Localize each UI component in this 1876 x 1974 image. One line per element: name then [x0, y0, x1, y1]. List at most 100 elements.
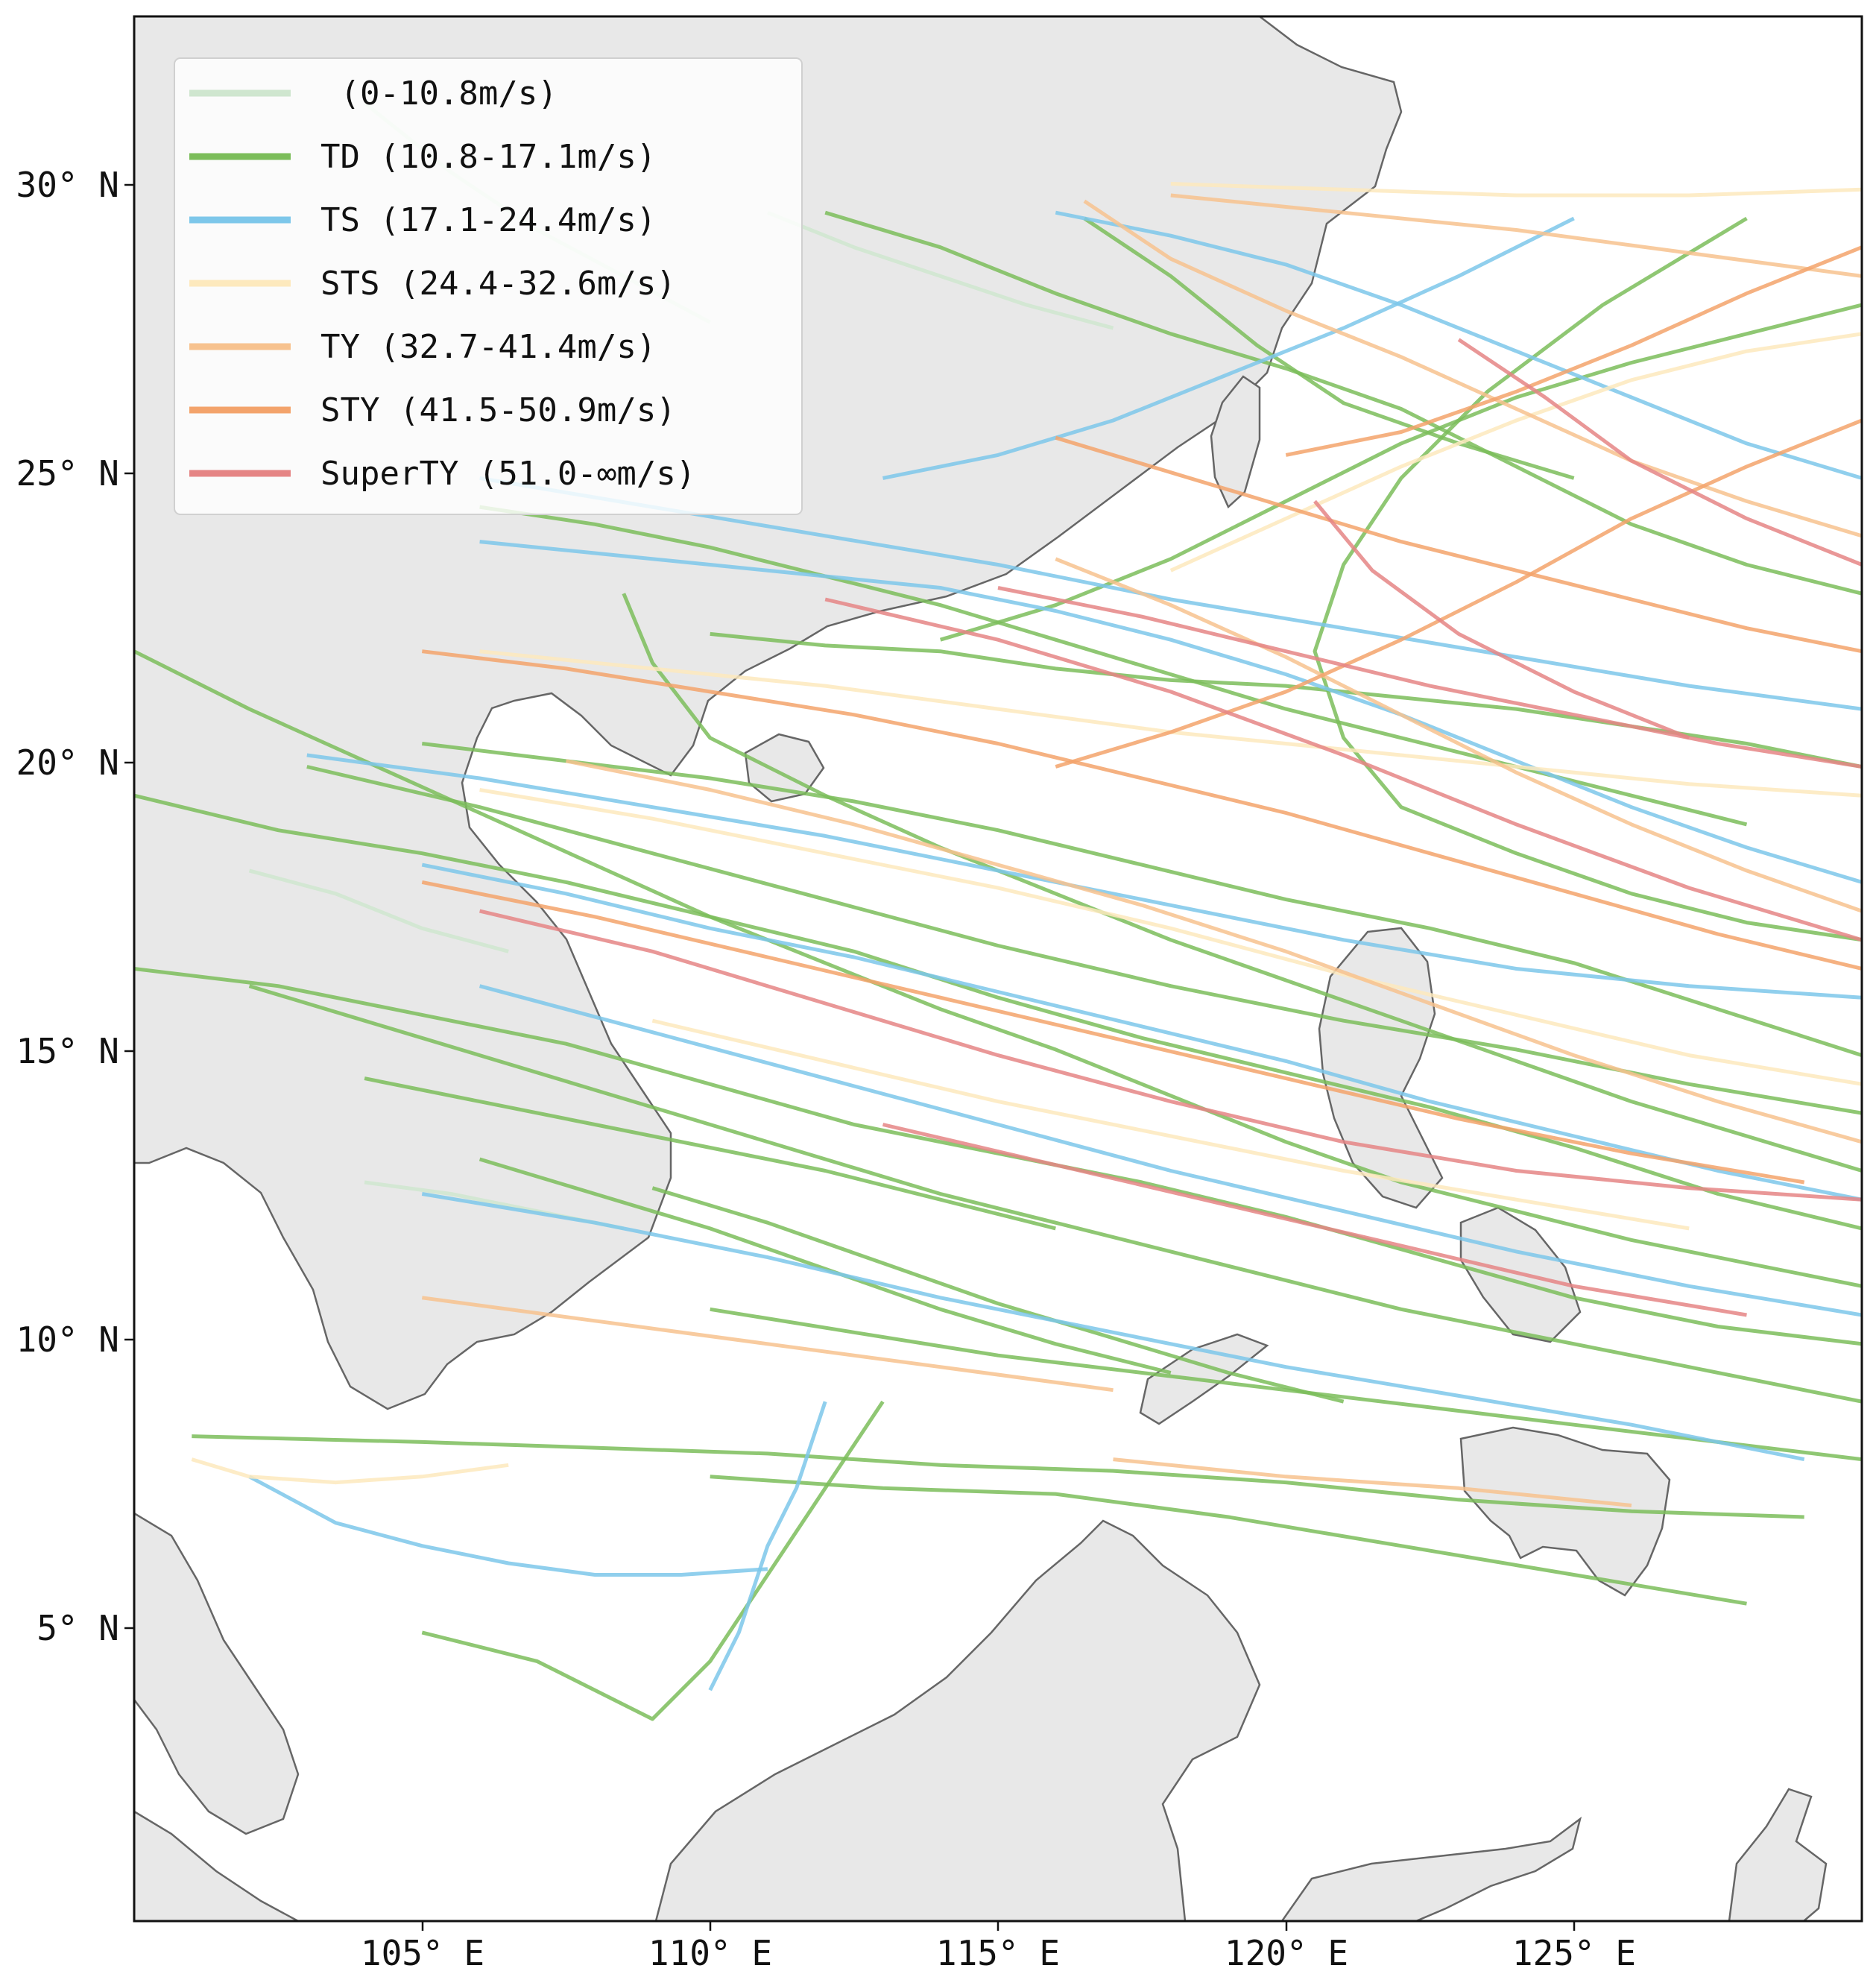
typhoon-track	[134, 793, 1862, 1231]
typhoon-track	[1055, 210, 1862, 480]
typhoon-track	[191, 1457, 509, 1485]
typhoon-track	[192, 1434, 1804, 1519]
typhoon-track	[479, 1157, 1172, 1375]
typhoon-track	[248, 984, 1862, 1404]
x-tick: 105° E	[361, 1921, 484, 1973]
typhoon-track	[939, 303, 1862, 642]
y-tick: 25° N	[16, 453, 134, 494]
typhoon-track	[421, 1192, 1805, 1462]
land-sulawesi	[1280, 1816, 1582, 1921]
x-tick-label: 115° E	[936, 1933, 1060, 1973]
typhoon-track	[421, 880, 1805, 1185]
y-tick: 10° N	[16, 1319, 134, 1360]
typhoon-track	[1285, 245, 1862, 457]
typhoon-track	[566, 759, 1862, 1144]
typhoon-track	[364, 1076, 1056, 1231]
typhoon-track	[882, 216, 1575, 480]
typhoon-track	[421, 1400, 885, 1721]
track-series-5	[421, 245, 1862, 1185]
legend-item: TD (10.8-17.1m/s)	[189, 138, 656, 176]
legend-label: SuperTY (51.0-∞m/s)	[320, 455, 695, 493]
y-tick: 5° N	[37, 1608, 134, 1648]
y-tick: 20° N	[16, 742, 134, 783]
typhoon-track	[422, 649, 1862, 971]
typhoon-track	[134, 649, 1862, 1288]
typhoon-track	[882, 1123, 1747, 1317]
legend-item: STY (41.5-50.9m/s)	[189, 391, 676, 429]
legend-item: SuperTY (51.0-∞m/s)	[189, 455, 695, 493]
typhoon-track	[248, 868, 509, 953]
land-taiwan	[1210, 375, 1261, 509]
typhoon-track	[421, 863, 1862, 1202]
typhoon-track	[997, 586, 1862, 769]
x-tick-label: 125° E	[1512, 1933, 1636, 1973]
typhoon-track	[1055, 435, 1862, 654]
typhoon-track	[622, 593, 1862, 1173]
typhoon-track	[479, 909, 1862, 1202]
typhoon-track	[710, 1475, 1747, 1606]
y-tick: 15° N	[16, 1031, 134, 1071]
typhoon-track	[710, 1307, 1862, 1462]
y-tick-label: 15° N	[16, 1031, 119, 1071]
y-tick-label: 25° N	[16, 453, 119, 494]
typhoon-track	[651, 1186, 1345, 1404]
y-tick-label: 10° N	[16, 1319, 119, 1360]
legend-box	[174, 57, 803, 515]
land-borneo	[654, 1519, 1261, 1921]
y-tick-label: 5° N	[37, 1608, 119, 1648]
x-tick-label: 110° E	[648, 1933, 772, 1973]
typhoon-track	[1170, 193, 1862, 278]
y-tick: 30° N	[16, 165, 134, 205]
legend-label: TD (10.8-17.1m/s)	[320, 138, 656, 176]
typhoon-track	[766, 210, 1114, 330]
typhoon-track	[1083, 199, 1862, 538]
land-malay-peninsula	[134, 1512, 300, 1835]
land-mindanao	[1459, 1426, 1671, 1597]
typhoon-track	[248, 1475, 768, 1577]
x-tick: 115° E	[936, 1921, 1060, 1973]
y-tick-label: 20° N	[16, 742, 119, 783]
x-tick: 120° E	[1225, 1921, 1348, 1973]
typhoon-track	[1055, 557, 1862, 913]
x-axis: 105° E 110° E 115° E 120° E 125° E	[361, 1921, 1636, 1973]
x-tick-label: 105° E	[361, 1933, 484, 1973]
land-halmahera	[1728, 1788, 1828, 1921]
track-series-6	[479, 338, 1862, 1317]
legend-label: TS (17.1-24.4m/s)	[320, 201, 656, 239]
typhoon-track	[1169, 332, 1862, 573]
legend-item: STS (24.4-32.6m/s)	[189, 265, 676, 303]
typhoon-track	[824, 597, 1862, 942]
y-axis: 30° N 25° N 20° N 15° N 10° N 5° N	[16, 165, 134, 1648]
typhoon-track	[479, 788, 1862, 1086]
typhoon-track	[421, 1296, 1114, 1393]
legend-item: TS (17.1-24.4m/s)	[189, 201, 656, 239]
x-tick: 110° E	[648, 1921, 772, 1973]
typhoon-track	[479, 984, 1862, 1317]
legend-label: TY (32.7-41.4m/s)	[320, 328, 656, 366]
typhoon-track	[1055, 418, 1862, 769]
land-sumatra	[134, 1810, 299, 1921]
typhoon-track	[479, 540, 1862, 884]
legend-item: (0-10.8m/s)	[189, 75, 558, 113]
typhoon-track	[1313, 216, 1862, 942]
legend-label: (0-10.8m/s)	[320, 75, 558, 113]
legend-label: STY (41.5-50.9m/s)	[320, 391, 676, 429]
typhoon-track	[1113, 1457, 1632, 1507]
y-tick-label: 30° N	[16, 165, 119, 205]
legend-label: STS (24.4-32.6m/s)	[320, 265, 676, 303]
typhoon-track	[824, 210, 1862, 596]
typhoon-track	[306, 765, 1862, 1115]
typhoon-track	[1170, 182, 1862, 198]
x-tick-label: 120° E	[1225, 1933, 1348, 1973]
typhoon-track	[708, 1401, 827, 1691]
typhoon-track	[479, 505, 1748, 827]
typhoon-track	[134, 967, 1862, 1346]
typhoon-track	[651, 1018, 1690, 1231]
legend: (0-10.8m/s) TD (10.8-17.1m/s) TS (17.1-2…	[174, 57, 803, 515]
typhoon-track	[1313, 499, 1690, 740]
x-tick: 125° E	[1512, 1921, 1636, 1973]
track-series-2	[248, 210, 1862, 1691]
typhoon-track	[479, 476, 1862, 711]
typhoon-track	[1457, 338, 1862, 567]
